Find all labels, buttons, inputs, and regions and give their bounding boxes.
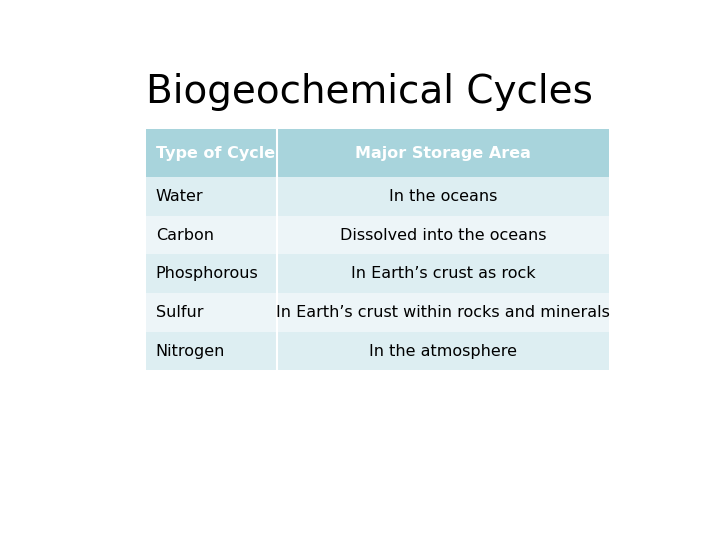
Text: Sulfur: Sulfur — [156, 305, 203, 320]
Text: Biogeochemical Cycles: Biogeochemical Cycles — [145, 73, 593, 111]
Text: Carbon: Carbon — [156, 227, 214, 242]
Text: Dissolved into the oceans: Dissolved into the oceans — [340, 227, 546, 242]
Text: Phosphorous: Phosphorous — [156, 266, 258, 281]
Text: In the atmosphere: In the atmosphere — [369, 343, 517, 359]
Bar — [145, 216, 609, 254]
Bar — [145, 129, 609, 177]
Bar — [145, 293, 609, 332]
Text: In Earth’s crust within rocks and minerals: In Earth’s crust within rocks and minera… — [276, 305, 610, 320]
Text: Water: Water — [156, 189, 204, 204]
Text: Nitrogen: Nitrogen — [156, 343, 225, 359]
Bar — [145, 254, 609, 293]
Bar — [145, 177, 609, 216]
Text: In Earth’s crust as rock: In Earth’s crust as rock — [351, 266, 535, 281]
Text: In the oceans: In the oceans — [389, 189, 497, 204]
Text: Type of Cycle: Type of Cycle — [156, 146, 275, 161]
Text: Major Storage Area: Major Storage Area — [355, 146, 531, 161]
Bar — [145, 332, 609, 370]
